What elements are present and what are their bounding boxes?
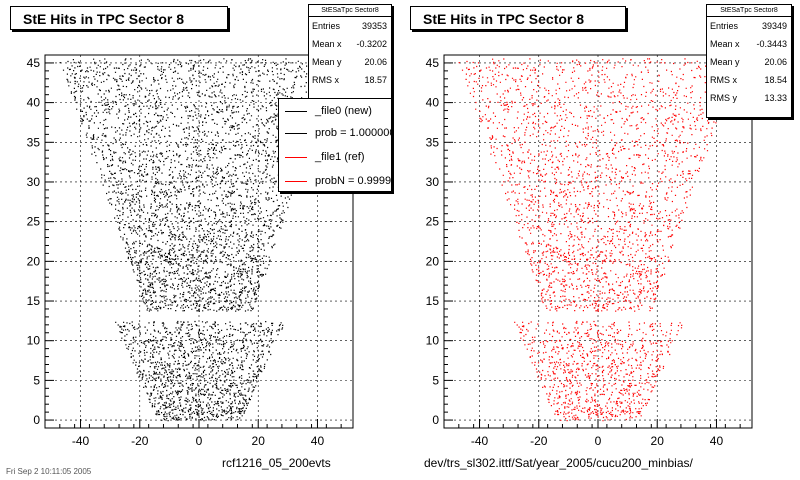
right-grid <box>444 55 752 428</box>
x-tick-label: 20 <box>651 434 665 448</box>
legend-item-prob: prob = 1.000000 <box>279 123 391 143</box>
stats-row: Mean y 20.06 <box>312 57 387 67</box>
right-caption: dev/trs_sl302.ittf/Sat/year_2005/cucu200… <box>424 456 693 470</box>
stats-row: Entries 39349 <box>710 21 787 31</box>
stats-row: Mean x -0.3202 <box>312 39 387 49</box>
stats-row: Mean x -0.3443 <box>710 39 787 49</box>
stats-row: RMS x 18.54 <box>710 75 787 85</box>
legend-line <box>285 156 307 158</box>
y-tick-label: 10 <box>27 334 41 348</box>
left-ticks: -40 -20 0 20 40 0 5 10 15 20 25 30 35 40 45 <box>27 56 342 448</box>
legend-item-file1: _file1 (ref) <box>279 147 365 167</box>
right-points <box>458 58 737 422</box>
legend-line <box>285 180 307 182</box>
right-pad: -40 -20 0 20 40 0 5 10 15 20 25 30 35 40 45 StE Hits i… <box>400 0 800 480</box>
left-stats-header: StESaTpc Sector8 <box>309 5 391 17</box>
legend-item-probn: probN = 0.999937 <box>279 171 391 191</box>
left-title: StE Hits in TPC Sector 8 <box>10 6 228 30</box>
x-tick-label: -20 <box>131 434 149 448</box>
y-tick-label: 45 <box>27 56 41 70</box>
x-tick-label: -20 <box>530 434 548 448</box>
left-pad: -40 -20 0 20 40 0 5 10 15 20 25 30 35 40 45 StE Hits i… <box>6 4 392 476</box>
y-tick-label: 45 <box>426 56 440 70</box>
stats-row: RMS y 13.33 <box>710 93 787 103</box>
y-tick-label: 35 <box>426 135 440 149</box>
y-tick-label: 15 <box>27 294 41 308</box>
legend-item-file0: _file0 (new) <box>279 101 372 121</box>
y-tick-label: 30 <box>426 175 440 189</box>
y-tick-label: 0 <box>432 413 439 427</box>
left-stats-box: StESaTpc Sector8 Entries 39353 Mean x -0.3… <box>308 4 392 100</box>
right-stats-header: StESaTpc Sector8 <box>707 5 791 17</box>
left-plot: -40 -20 0 20 40 0 5 10 15 20 25 30 35 40 45 <box>27 54 354 448</box>
x-tick-label: 20 <box>252 434 266 448</box>
y-tick-label: 25 <box>27 215 41 229</box>
x-tick-label: -40 <box>72 434 90 448</box>
y-tick-label: 40 <box>426 96 440 110</box>
x-tick-label: 0 <box>595 434 602 448</box>
legend-line <box>285 132 307 134</box>
right-plot: -40 -20 0 20 40 0 5 10 15 20 25 30 35 40 45 <box>426 54 753 448</box>
y-tick-label: 30 <box>27 175 41 189</box>
y-tick-label: 25 <box>426 215 440 229</box>
stats-row: Mean y 20.06 <box>710 57 787 67</box>
y-tick-label: 5 <box>33 373 40 387</box>
right-ticks: -40 -20 0 20 40 0 5 10 15 20 25 30 35 40 45 <box>426 56 741 448</box>
left-points <box>59 58 339 422</box>
x-tick-label: 40 <box>710 434 724 448</box>
y-tick-label: 0 <box>33 413 40 427</box>
y-tick-label: 40 <box>27 96 41 110</box>
x-tick-label: 40 <box>311 434 325 448</box>
y-tick-label: 20 <box>426 254 440 268</box>
y-tick-label: 35 <box>27 135 41 149</box>
x-tick-label: -40 <box>471 434 489 448</box>
legend-line <box>285 110 307 112</box>
x-tick-label: 0 <box>196 434 203 448</box>
stats-row: Entries 39353 <box>312 21 387 31</box>
legend-box: _file0 (new) prob = 1.000000 _file1 (ref… <box>278 98 392 192</box>
right-title-text: StE Hits in TPC Sector 8 <box>423 11 585 27</box>
left-caption: rcf1216_05_200evts <box>222 456 331 470</box>
y-tick-label: 15 <box>426 294 440 308</box>
y-tick-label: 10 <box>426 334 440 348</box>
right-stats-box: StESaTpc Sector8 Entries 39349 Mean x -0.3… <box>706 4 792 118</box>
footnote: Fri Sep 2 10:11:05 2005 <box>6 467 92 476</box>
y-tick-label: 5 <box>432 373 439 387</box>
y-tick-label: 20 <box>27 254 41 268</box>
stats-row: RMS x 18.57 <box>312 75 387 85</box>
hit-points <box>59 58 339 422</box>
right-title: StE Hits in TPC Sector 8 <box>410 6 626 30</box>
left-title-text: StE Hits in TPC Sector 8 <box>23 11 185 27</box>
hit-points <box>458 58 737 422</box>
